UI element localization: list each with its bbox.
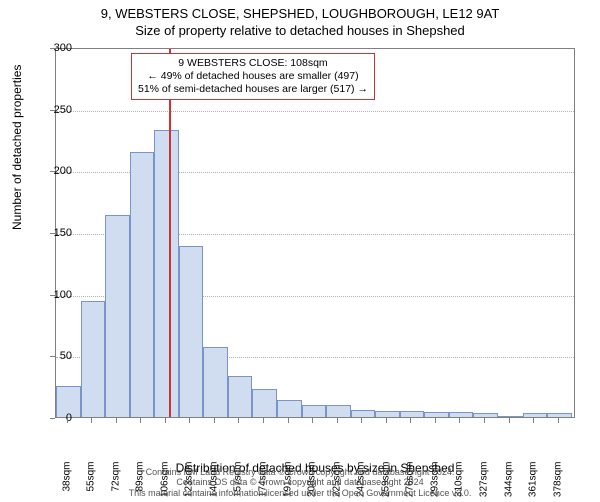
chart-titles: 9, WEBSTERS CLOSE, SHEPSHED, LOUGHBOROUG…	[0, 0, 600, 40]
y-tick-mark	[50, 110, 55, 111]
x-tick-mark	[459, 418, 460, 423]
y-tick-mark	[50, 171, 55, 172]
title-address: 9, WEBSTERS CLOSE, SHEPSHED, LOUGHBOROUG…	[0, 6, 600, 23]
x-tick-mark	[361, 418, 362, 423]
histogram-bar	[81, 301, 106, 417]
histogram-bar	[547, 413, 572, 417]
annotation-line: 9 WEBSTERS CLOSE: 108sqm	[138, 57, 368, 70]
x-tick-mark	[165, 418, 166, 423]
y-axis-label: Number of detached properties	[10, 65, 24, 230]
x-tick-mark	[238, 418, 239, 423]
histogram-bar	[498, 416, 523, 417]
x-tick-mark	[435, 418, 436, 423]
x-tick-mark	[484, 418, 485, 423]
x-tick-mark	[337, 418, 338, 423]
histogram-bar	[424, 412, 449, 417]
histogram-bar	[351, 410, 376, 417]
histogram-bar	[130, 152, 155, 417]
x-tick-mark	[140, 418, 141, 423]
histogram-bar	[523, 413, 548, 417]
y-tick-mark	[50, 233, 55, 234]
footer-line: Contains OS data © Crown copyright and d…	[0, 477, 600, 487]
histogram-bar	[228, 376, 253, 417]
annotation-box: 9 WEBSTERS CLOSE: 108sqm← 49% of detache…	[131, 53, 375, 100]
histogram-bar	[252, 389, 277, 417]
x-tick-mark	[91, 418, 92, 423]
histogram-bar	[302, 405, 327, 417]
gridline	[56, 111, 574, 112]
x-tick-mark	[288, 418, 289, 423]
histogram-bar	[203, 347, 228, 417]
property-size-histogram: 9, WEBSTERS CLOSE, SHEPSHED, LOUGHBOROUG…	[0, 0, 600, 500]
histogram-bar	[105, 215, 130, 417]
histogram-bar	[400, 411, 425, 417]
x-tick-mark	[214, 418, 215, 423]
footer-line: This material contains information licen…	[0, 488, 600, 498]
x-tick-mark	[533, 418, 534, 423]
histogram-bar	[375, 411, 400, 417]
x-tick-mark	[116, 418, 117, 423]
histogram-bar	[154, 130, 179, 417]
x-tick-mark	[558, 418, 559, 423]
histogram-bar	[449, 412, 474, 417]
x-tick-mark	[386, 418, 387, 423]
annotation-line: ← 49% of detached houses are smaller (49…	[138, 70, 368, 83]
histogram-bar	[473, 413, 498, 417]
x-tick-mark	[67, 418, 68, 423]
x-tick-mark	[312, 418, 313, 423]
histogram-bar	[326, 405, 351, 417]
x-tick-mark	[509, 418, 510, 423]
x-tick-mark	[263, 418, 264, 423]
x-tick-mark	[189, 418, 190, 423]
title-subtitle: Size of property relative to detached ho…	[0, 23, 600, 40]
y-tick-mark	[50, 356, 55, 357]
histogram-bar	[179, 246, 204, 417]
plot-area: 9 WEBSTERS CLOSE: 108sqm← 49% of detache…	[55, 48, 575, 418]
y-tick-mark	[50, 418, 55, 419]
footer-line: Contains HM Land Registry data © Crown c…	[0, 467, 600, 477]
annotation-line: 51% of semi-detached houses are larger (…	[138, 83, 368, 96]
x-tick-mark	[410, 418, 411, 423]
histogram-bar	[277, 400, 302, 417]
property-marker-line	[169, 49, 171, 417]
y-tick-mark	[50, 48, 55, 49]
y-tick-mark	[50, 295, 55, 296]
footer-attribution: Contains HM Land Registry data © Crown c…	[0, 467, 600, 498]
